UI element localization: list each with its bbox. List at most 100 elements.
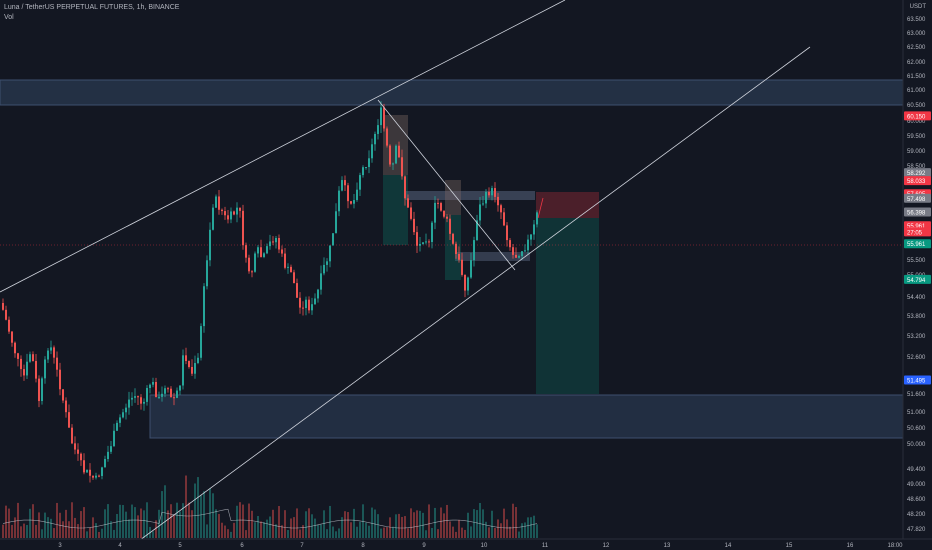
volume-bar xyxy=(107,504,109,538)
candle xyxy=(62,389,64,401)
candle xyxy=(116,422,118,431)
range-box-top xyxy=(405,191,535,200)
volume-bar xyxy=(392,526,394,538)
candle xyxy=(245,245,247,258)
candle xyxy=(80,453,82,461)
volume-bar xyxy=(473,509,475,538)
candle xyxy=(530,234,532,240)
volume-bar xyxy=(485,521,487,538)
candle xyxy=(536,212,538,225)
candle xyxy=(188,361,190,367)
candle xyxy=(272,241,274,243)
candle xyxy=(131,397,133,400)
price-tick: 54.400 xyxy=(907,295,926,301)
price-badge-label: 55.961 xyxy=(907,224,926,230)
time-tick: 8 xyxy=(361,543,365,549)
price-tick: 55.500 xyxy=(907,258,926,264)
price-tick: 59.000 xyxy=(907,149,926,155)
candle xyxy=(77,449,79,454)
time-tick: 12 xyxy=(603,543,610,549)
candle xyxy=(407,198,409,208)
candle xyxy=(338,190,340,212)
candle xyxy=(146,388,148,402)
time-tick: 10 xyxy=(481,543,488,549)
time-tick: 7 xyxy=(300,543,304,549)
candle xyxy=(470,260,472,278)
volume-bar xyxy=(71,502,73,538)
volume-bar xyxy=(404,516,406,538)
volume-bar xyxy=(80,511,82,538)
volume-bar xyxy=(44,512,46,538)
candle xyxy=(227,215,229,220)
volume-bar xyxy=(518,531,520,538)
candle xyxy=(143,401,145,404)
volume-bar xyxy=(98,531,100,538)
candle xyxy=(101,467,103,476)
candle xyxy=(479,204,481,221)
price-badge xyxy=(904,375,931,385)
price-badge xyxy=(904,111,931,121)
volume-bar xyxy=(122,505,124,538)
volume-bar xyxy=(452,526,454,538)
candle xyxy=(215,196,217,208)
volume-bar xyxy=(227,529,229,538)
price-badge-label: 56.398 xyxy=(907,211,926,217)
candle xyxy=(20,358,22,370)
volume-bar xyxy=(53,528,55,538)
volume-bar xyxy=(527,517,529,538)
candle xyxy=(221,209,223,212)
volume-bar xyxy=(83,507,85,538)
volume-bar xyxy=(500,523,502,538)
volume-indicator-label[interactable]: Vol xyxy=(4,14,14,21)
volume-bar xyxy=(236,505,238,538)
candle xyxy=(380,107,382,126)
volume-bar xyxy=(152,531,154,538)
candle xyxy=(242,210,244,246)
volume-bar xyxy=(446,504,448,538)
volume-bar xyxy=(512,503,514,538)
volume-bar xyxy=(536,524,538,538)
price-tick: 50.600 xyxy=(907,426,926,432)
candle xyxy=(173,397,175,399)
candle xyxy=(266,246,268,254)
volume-bar xyxy=(464,529,466,538)
volume-bar xyxy=(125,511,127,538)
symbol-title[interactable]: Luna / TetherUS PERPETUAL FUTURES, 1h, B… xyxy=(4,4,180,11)
volume-bar xyxy=(14,517,16,538)
candle xyxy=(467,277,469,291)
candle xyxy=(239,207,241,211)
candle xyxy=(464,274,466,291)
price-tick: 62.500 xyxy=(907,45,926,51)
volume-bar xyxy=(77,524,79,538)
volume-bar xyxy=(92,517,94,538)
candle xyxy=(374,133,376,145)
currency-label[interactable]: USDT xyxy=(909,4,926,10)
price-badge-label: 60.150 xyxy=(907,114,926,120)
candle xyxy=(392,163,394,165)
price-badge xyxy=(904,168,931,178)
candle xyxy=(332,233,334,246)
candle xyxy=(437,202,439,204)
price-tick: 63.500 xyxy=(907,17,926,23)
candle xyxy=(290,266,292,273)
candle xyxy=(524,250,526,252)
candle xyxy=(401,157,403,177)
candle xyxy=(302,307,304,309)
candle xyxy=(167,388,169,390)
volume-bar xyxy=(302,525,304,538)
volume-bar xyxy=(137,515,139,538)
price-tick: 60.000 xyxy=(907,119,926,125)
volume-bar xyxy=(488,527,490,538)
candle xyxy=(512,247,514,255)
resistance-zone xyxy=(0,79,904,106)
volume-bar xyxy=(524,522,526,538)
volume-bar xyxy=(32,504,34,538)
candle xyxy=(353,200,355,204)
candle xyxy=(314,298,316,305)
candle xyxy=(110,446,112,452)
price-tick: 49.000 xyxy=(907,482,926,488)
volume-bar xyxy=(356,526,358,538)
candle xyxy=(74,443,76,450)
